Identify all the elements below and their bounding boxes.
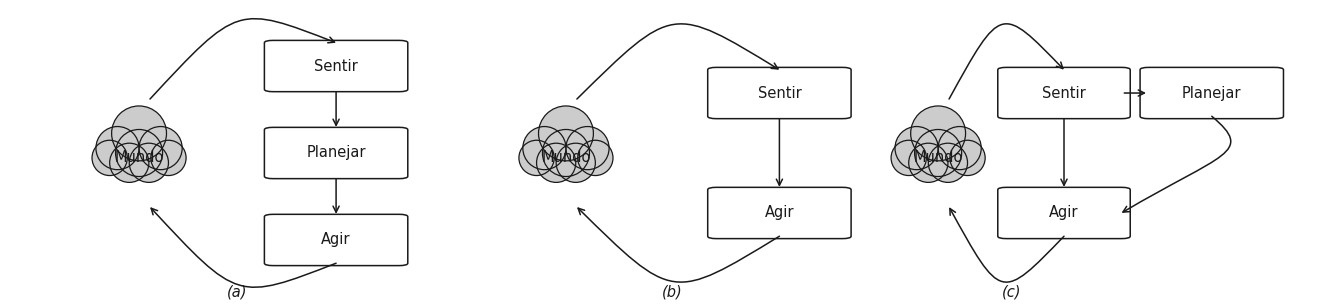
Text: (a): (a) <box>227 285 248 300</box>
Ellipse shape <box>133 147 165 178</box>
Text: Mundo: Mundo <box>115 151 163 166</box>
Text: Agir: Agir <box>1049 205 1078 221</box>
Ellipse shape <box>96 144 124 172</box>
Ellipse shape <box>911 106 966 161</box>
Ellipse shape <box>92 140 128 176</box>
FancyBboxPatch shape <box>998 67 1131 119</box>
Ellipse shape <box>915 110 962 157</box>
FancyBboxPatch shape <box>998 187 1131 239</box>
FancyBboxPatch shape <box>265 214 407 266</box>
Text: Mundo: Mundo <box>542 151 590 166</box>
Ellipse shape <box>113 147 145 178</box>
Ellipse shape <box>154 144 182 172</box>
Ellipse shape <box>519 140 554 176</box>
FancyBboxPatch shape <box>1140 67 1284 119</box>
FancyBboxPatch shape <box>708 187 851 239</box>
Ellipse shape <box>581 144 609 172</box>
Ellipse shape <box>129 143 169 182</box>
Text: Agir: Agir <box>764 205 795 221</box>
Ellipse shape <box>950 140 985 176</box>
Ellipse shape <box>954 144 981 172</box>
Text: Sentir: Sentir <box>758 85 801 101</box>
Ellipse shape <box>523 144 551 172</box>
Ellipse shape <box>109 143 149 182</box>
Ellipse shape <box>895 127 938 170</box>
FancyArrowPatch shape <box>1123 116 1231 212</box>
Text: (c): (c) <box>1002 285 1021 300</box>
FancyArrowPatch shape <box>950 208 1064 282</box>
Ellipse shape <box>112 106 166 161</box>
Ellipse shape <box>547 133 585 173</box>
FancyArrowPatch shape <box>579 208 779 282</box>
Ellipse shape <box>140 127 182 170</box>
Text: Sentir: Sentir <box>1043 85 1086 101</box>
Text: Sentir: Sentir <box>314 58 358 73</box>
FancyArrowPatch shape <box>150 19 335 99</box>
Ellipse shape <box>116 110 162 157</box>
Ellipse shape <box>543 129 589 177</box>
Ellipse shape <box>527 130 561 166</box>
FancyArrowPatch shape <box>949 24 1062 99</box>
Ellipse shape <box>932 147 963 178</box>
Ellipse shape <box>150 140 186 176</box>
Ellipse shape <box>928 143 967 182</box>
Ellipse shape <box>523 127 565 170</box>
Ellipse shape <box>556 143 596 182</box>
Ellipse shape <box>569 130 605 166</box>
Ellipse shape <box>543 110 589 157</box>
Ellipse shape <box>116 129 162 177</box>
Ellipse shape <box>96 127 140 170</box>
Ellipse shape <box>915 129 962 177</box>
Ellipse shape <box>908 143 948 182</box>
Ellipse shape <box>891 140 927 176</box>
Ellipse shape <box>938 127 981 170</box>
Ellipse shape <box>912 147 944 178</box>
Text: Planejar: Planejar <box>1182 85 1242 101</box>
Text: Mundo: Mundo <box>913 151 963 166</box>
Ellipse shape <box>899 130 934 166</box>
Ellipse shape <box>100 130 136 166</box>
FancyArrowPatch shape <box>152 208 336 287</box>
FancyBboxPatch shape <box>265 127 407 179</box>
Ellipse shape <box>919 133 958 173</box>
Text: (b): (b) <box>663 285 683 300</box>
Ellipse shape <box>539 106 593 161</box>
Ellipse shape <box>895 144 923 172</box>
Ellipse shape <box>536 143 576 182</box>
Ellipse shape <box>120 133 158 173</box>
Ellipse shape <box>942 130 978 166</box>
FancyArrowPatch shape <box>577 24 778 99</box>
Ellipse shape <box>540 147 572 178</box>
Ellipse shape <box>142 130 178 166</box>
Text: Planejar: Planejar <box>306 145 366 161</box>
Text: Agir: Agir <box>322 233 351 248</box>
FancyBboxPatch shape <box>708 67 851 119</box>
Ellipse shape <box>560 147 592 178</box>
FancyBboxPatch shape <box>265 40 407 92</box>
Ellipse shape <box>577 140 613 176</box>
Ellipse shape <box>565 127 609 170</box>
